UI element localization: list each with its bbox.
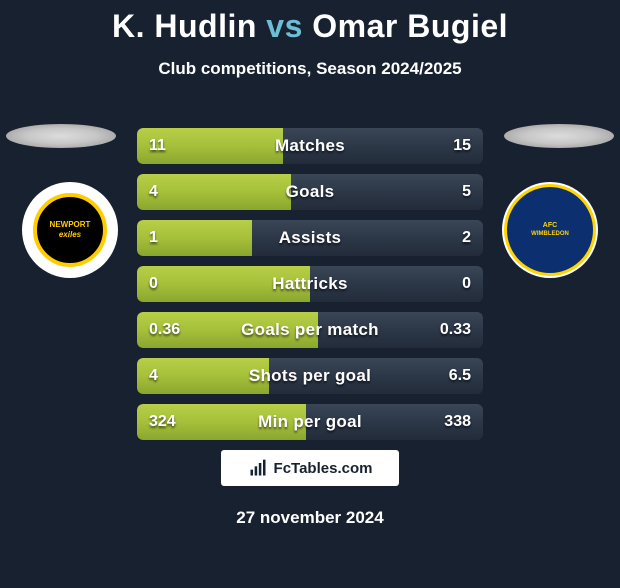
stats-bars: Matches1115Goals45Assists12Hattricks00Go…	[137, 128, 483, 450]
stat-value-right: 15	[453, 128, 471, 164]
stat-bar: Min per goal324 338	[137, 404, 483, 440]
pedestal-left	[6, 124, 116, 148]
crest-left-line1: NEWPORT	[50, 220, 91, 230]
fctables-text: FcTables.com	[274, 460, 373, 477]
stat-value-left: 0	[149, 266, 158, 302]
player1-name: K. Hudlin	[112, 8, 257, 44]
crest-left-line3: exiles	[50, 230, 91, 240]
stat-label: Min per goal	[137, 404, 483, 440]
stat-label: Hattricks	[137, 266, 483, 302]
stat-value-left: 11	[149, 128, 166, 164]
crest-right-text: AFC WIMBLEDON	[531, 222, 569, 238]
stat-bar: Goals per match0.36 0.33	[137, 312, 483, 348]
stat-value-right: 5	[462, 174, 471, 210]
stat-value-left: 1	[149, 220, 158, 256]
pedestal-right	[504, 124, 614, 148]
subtitle: Club competitions, Season 2024/2025	[0, 59, 620, 79]
stat-bar: Matches11 15	[137, 128, 483, 164]
stat-label: Matches	[137, 128, 483, 164]
chart-bars-icon	[248, 458, 268, 478]
stat-label: Goals per match	[137, 312, 483, 348]
comparison-title: K. Hudlin vs Omar Bugiel	[0, 8, 620, 45]
stat-value-left: 4	[149, 174, 158, 210]
stat-bar: Goals4 5	[137, 174, 483, 210]
crest-right-line2: WIMBLEDON	[531, 231, 569, 238]
stat-value-right: 2	[462, 220, 471, 256]
stat-value-right: 338	[444, 404, 471, 440]
stat-label: Goals	[137, 174, 483, 210]
stat-value-left: 324	[149, 404, 176, 440]
date-text: 27 november 2024	[0, 508, 620, 528]
stat-bar: Assists1 2	[137, 220, 483, 256]
crest-left-text: NEWPORT exiles	[50, 220, 91, 239]
stat-value-right: 0.33	[440, 312, 471, 348]
club-crest-right: AFC WIMBLEDON	[502, 182, 598, 278]
stat-label: Shots per goal	[137, 358, 483, 394]
stat-bar: Shots per goal4 6.5	[137, 358, 483, 394]
stat-label: Assists	[137, 220, 483, 256]
player2-name: Omar Bugiel	[312, 8, 508, 44]
club-crest-left: NEWPORT exiles	[22, 182, 118, 278]
fctables-logo: FcTables.com	[221, 450, 399, 486]
stat-value-left: 4	[149, 358, 158, 394]
stat-value-left: 0.36	[149, 312, 180, 348]
stat-value-right: 6.5	[449, 358, 471, 394]
crest-right-line1: AFC	[531, 222, 569, 230]
vs-text: vs	[266, 8, 303, 44]
stat-value-right: 0	[462, 266, 471, 302]
stat-bar: Hattricks0 0	[137, 266, 483, 302]
